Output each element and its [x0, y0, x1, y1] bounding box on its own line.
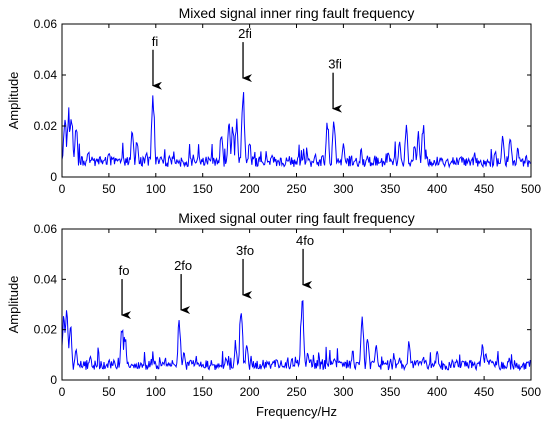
- annotation-label: 3fo: [236, 243, 254, 258]
- y-axis-label: Amplitude: [6, 276, 21, 334]
- x-tick-label: 400: [427, 182, 447, 196]
- x-tick-label: 200: [240, 385, 260, 399]
- annotation-label: 2fo: [174, 258, 192, 273]
- x-tick-label: 250: [286, 385, 306, 399]
- annotation-label: 3fi: [328, 57, 342, 72]
- x-tick-label: 400: [427, 385, 447, 399]
- x-tick-label: 350: [380, 385, 400, 399]
- x-tick-label: 450: [474, 182, 494, 196]
- chart-title: Mixed signal inner ring fault frequency: [179, 5, 415, 21]
- annotation-label: 4fo: [296, 233, 314, 248]
- x-tick-label: 150: [193, 385, 213, 399]
- annotation-label: fo: [119, 263, 130, 278]
- annotation-label: fi: [152, 34, 159, 49]
- x-tick-label: 100: [146, 182, 166, 196]
- x-tick-label: 250: [286, 182, 306, 196]
- y-tick-label: 0.04: [34, 272, 58, 286]
- annotation-label: 2fi: [238, 26, 252, 41]
- plot-frame: [61, 23, 532, 178]
- y-tick-label: 0: [50, 373, 57, 387]
- x-tick-label: 200: [240, 182, 260, 196]
- spectrum-series: [61, 92, 531, 169]
- y-tick-label: 0.06: [34, 17, 58, 31]
- x-tick-label: 50: [102, 182, 116, 196]
- y-tick-label: 0.02: [34, 119, 58, 133]
- panel-2: Mixed signal outer ring fault frequency A…: [6, 210, 541, 419]
- x-tick-label: 350: [380, 182, 400, 196]
- x-tick-label: 500: [521, 182, 541, 196]
- x-tick-label: 100: [146, 385, 166, 399]
- spectrum-series: [61, 300, 531, 372]
- y-tick-label: 0.06: [34, 222, 58, 236]
- x-tick-label: 50: [102, 385, 116, 399]
- y-axis-label: Amplitude: [6, 72, 21, 130]
- x-tick-label: 0: [59, 182, 66, 196]
- x-axis-label: Frequency/Hz: [256, 404, 337, 419]
- y-tick-label: 0.02: [34, 323, 58, 337]
- x-tick-label: 450: [474, 385, 494, 399]
- panel-1: Mixed signal inner ring fault frequency A…: [6, 5, 541, 196]
- x-tick-label: 500: [521, 385, 541, 399]
- x-tick-label: 150: [193, 182, 213, 196]
- x-tick-label: 0: [59, 385, 66, 399]
- chart-title: Mixed signal outer ring fault frequency: [178, 210, 415, 226]
- y-tick-label: 0: [50, 170, 57, 184]
- plot-frame: [61, 228, 532, 381]
- x-tick-label: 300: [333, 385, 353, 399]
- y-tick-label: 0.04: [34, 68, 58, 82]
- x-tick-label: 300: [333, 182, 353, 196]
